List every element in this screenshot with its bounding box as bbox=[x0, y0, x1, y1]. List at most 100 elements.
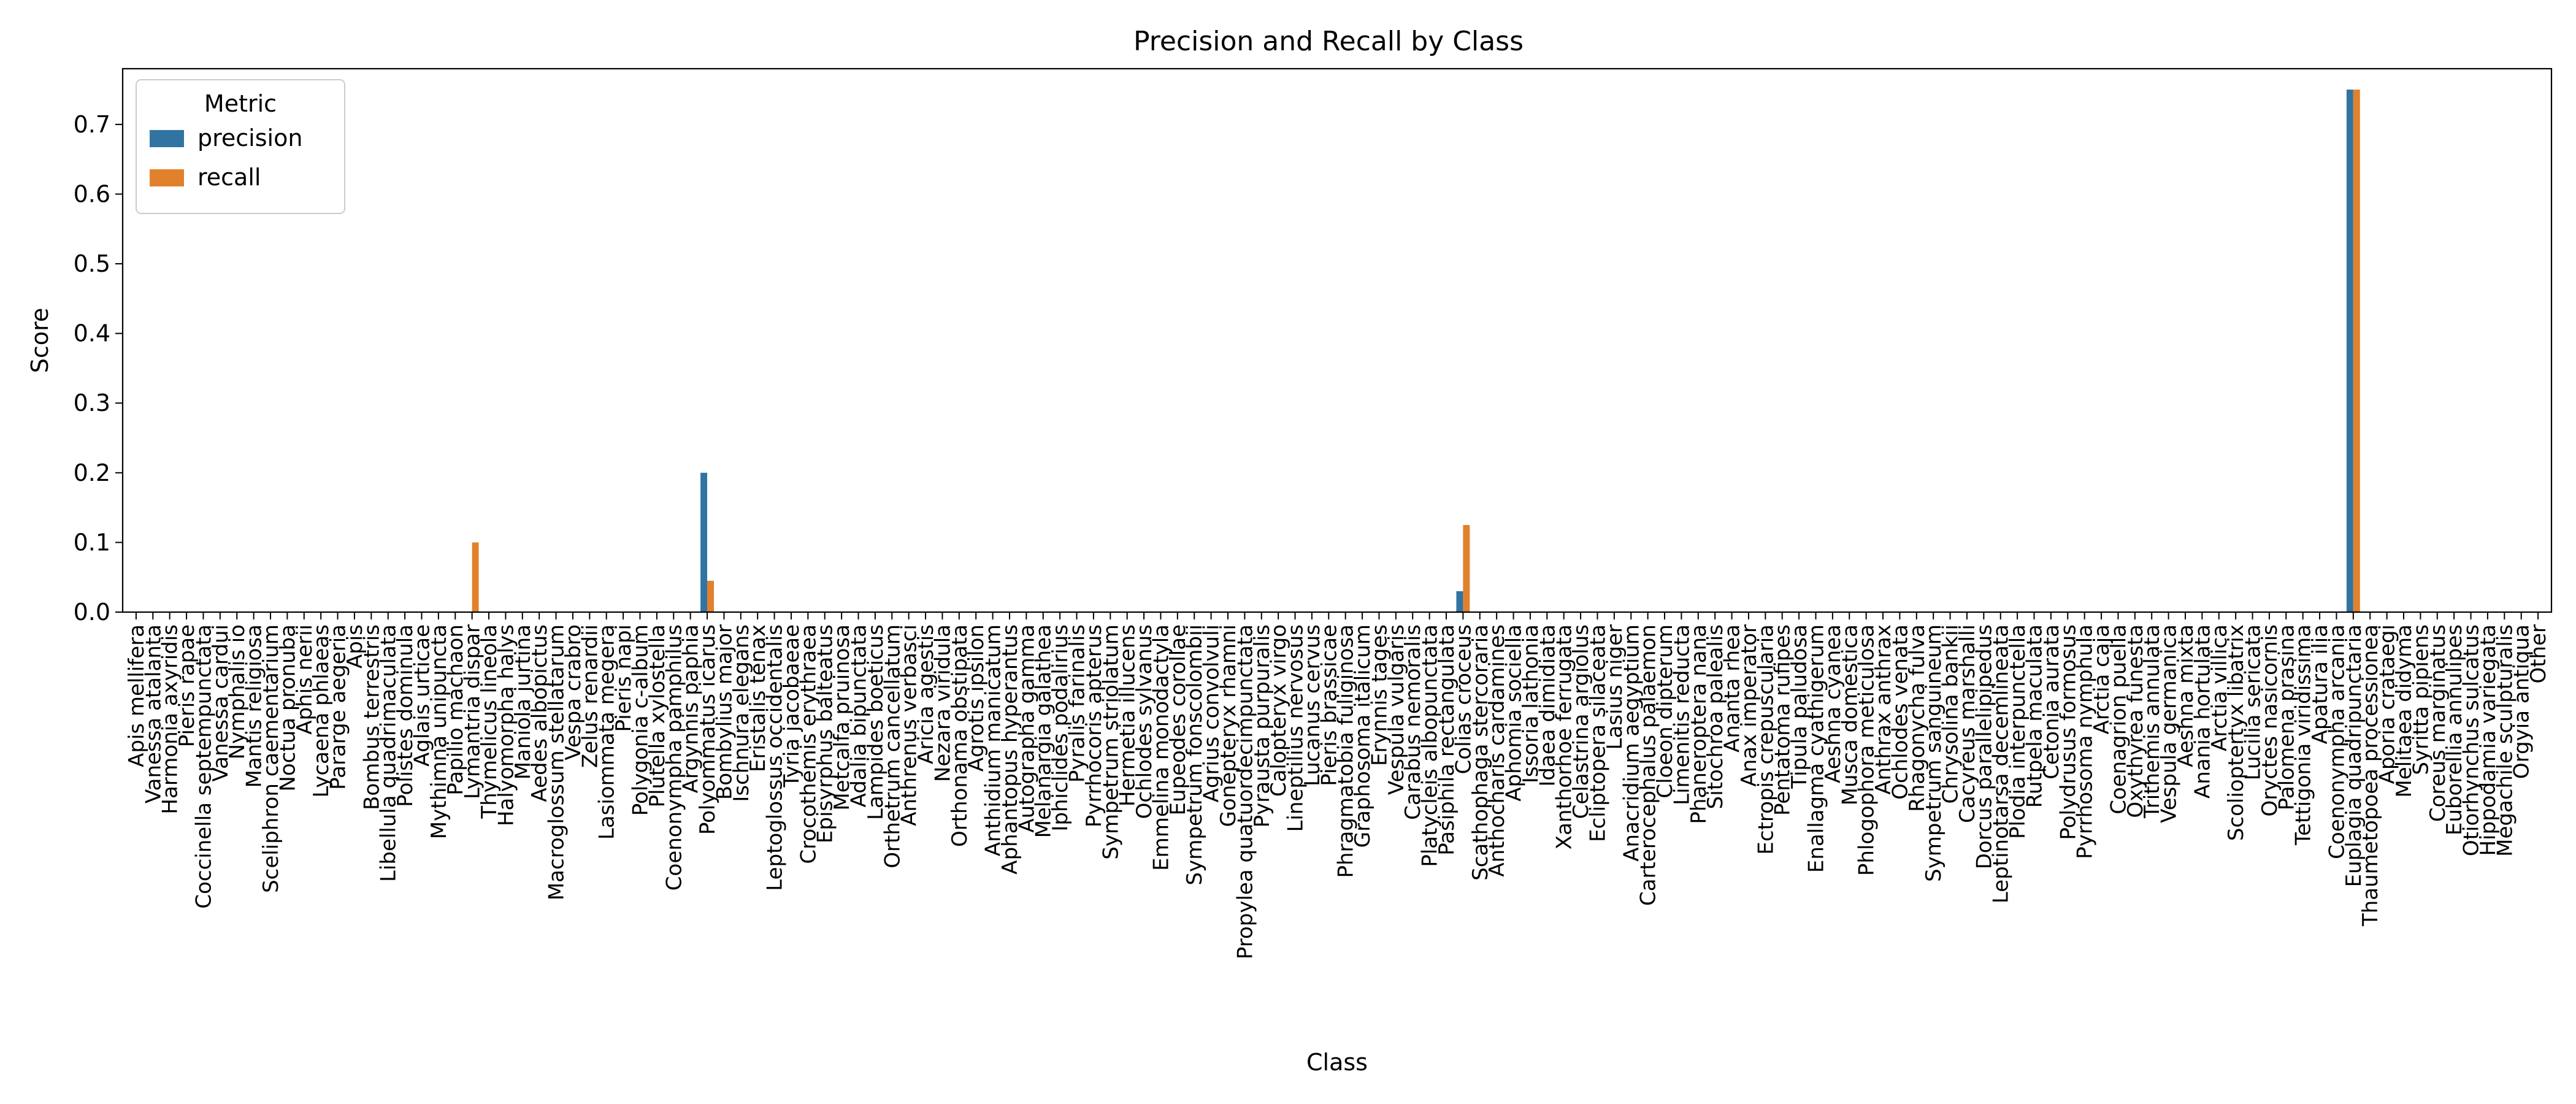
x-tick-label-anthidium-manicatum: Anthidium manicatum bbox=[981, 624, 1006, 856]
x-tick-label-euplagia-quadripunctaria: Euplagia quadripunctaria bbox=[2342, 624, 2366, 887]
x-tick-label-plutella-xylostella: Plutella xylostella bbox=[645, 624, 670, 807]
x-tick-label-pararge-aegeria: Pararge aegeria bbox=[326, 624, 351, 790]
x-tick-label-melitaea-didyma: Melitaea didyma bbox=[2392, 624, 2417, 798]
legend-label-precision: precision bbox=[197, 125, 302, 151]
bar-precision-euplagia-quadripunctaria bbox=[2346, 90, 2353, 613]
y-tick-label: 0.2 bbox=[74, 459, 110, 486]
x-tick-label-scolioptertyx-libatrix: Scolioptertyx libatrix bbox=[2224, 624, 2248, 841]
x-tick-label-cetonia-aurata: Cetonia aurata bbox=[2039, 624, 2064, 780]
x-tick-label-sympetrum-sanguineum: Sympetrum sanguineum bbox=[1922, 624, 1946, 882]
x-tick-label-coenonympha-arcania: Coenonympha arcania bbox=[2325, 624, 2349, 859]
x-tick-label-pyrrhocoris-apterus: Pyrrhocoris apterus bbox=[1082, 624, 1106, 827]
x-tick-label-ecliptopera-silaceata: Ecliptopera silaceata bbox=[1585, 624, 1610, 842]
x-tick-label-lymantria-dispar: Lymantria dispar bbox=[461, 624, 485, 799]
x-tick-label-aphis-nerii: Aphis nerii bbox=[293, 624, 317, 735]
x-tick-label-aeshna-cyanea: Aeshna cyanea bbox=[1821, 624, 1846, 783]
x-tick-label-sitochroa-palealis: Sitochroa palealis bbox=[1703, 624, 1728, 809]
x-tick-label-idaea-dimidiata: Idaea dimidiata bbox=[1535, 624, 1560, 787]
x-tick-label-halyomorpha-halys: Halyomorpha halys bbox=[494, 624, 518, 826]
x-tick-label-thymelicus-lineola: Thymelicus lineola bbox=[477, 624, 502, 819]
x-tick-label-colias-croceus: Colias croceus bbox=[1451, 624, 1476, 774]
x-tick-label-arctia-villica: Arctia villica bbox=[2207, 624, 2232, 751]
x-tick-label-oxythyrea-funesta: Oxythyrea funesta bbox=[2123, 624, 2148, 818]
x-tick-label-cacyreus-marshalli: Cacyreus marshalli bbox=[1955, 624, 1980, 823]
y-tick-label: 0.4 bbox=[74, 320, 110, 347]
y-tick-label: 0.3 bbox=[74, 389, 110, 416]
x-tick-label-melanargia-galathea: Melanargia galathea bbox=[1032, 624, 1056, 838]
x-tick-label-nezara-viridula: Nezara viridula bbox=[930, 624, 955, 782]
x-tick-label-other: Other bbox=[2526, 624, 2551, 684]
x-tick-label-rhagonycha-fulva: Rhagonycha fulva bbox=[1905, 624, 1930, 812]
x-tick-label-eristalis-tenax: Eristalis tenax bbox=[746, 624, 770, 772]
legend-box bbox=[136, 79, 345, 214]
x-tick-label-lucilia-sericata: Lucilia sericata bbox=[2241, 624, 2266, 780]
x-axis-label: Class bbox=[1306, 1049, 1368, 1076]
y-tick-label: 0.0 bbox=[74, 599, 110, 626]
x-tick-label-anthocharis-cardamines: Anthocharis cardamines bbox=[1485, 624, 1509, 877]
x-tick-label-episyrphus-balteatus: Episyrphus balteatus bbox=[813, 624, 838, 843]
x-tick-label-orthetrum-cancellatum: Orthetrum cancellatum bbox=[880, 624, 905, 868]
x-tick-label-mythimna-unipuncta: Mythimna unipuncta bbox=[427, 624, 451, 839]
x-tick-label-phlogophora-meticulosa: Phlogophora meticulosa bbox=[1855, 624, 1879, 876]
x-tick-label-aglais-urticae: Aglais urticae bbox=[410, 624, 434, 767]
x-tick-label-vespa-crabro: Vespa crabro bbox=[561, 624, 586, 761]
x-tick-label-coccinella-septempunctata: Coccinella septempunctata bbox=[191, 624, 216, 909]
x-tick-label-limenitis-reducta: Limenitis reducta bbox=[1669, 624, 1694, 805]
x-tick-label-papilio-machaon: Papilio machaon bbox=[443, 624, 468, 795]
x-tick-label-leptoglossus-occidentalis: Leptoglossus occidentalis bbox=[763, 624, 788, 891]
x-tick-label-carterocephalus-palaemon: Carterocephalus palaemon bbox=[1636, 624, 1661, 906]
x-tick-label-bombylius-major: Bombylius major bbox=[712, 624, 737, 800]
x-tick-label-pyralis-farinalis: Pyralis farinalis bbox=[1065, 624, 1090, 783]
x-tick-label-lampides-boeticus: Lampides boeticus bbox=[864, 624, 888, 820]
x-tick-label-palomena-prasina: Palomena prasina bbox=[2274, 624, 2299, 810]
legend-swatch-precision bbox=[150, 130, 184, 147]
x-tick-label-pieris-napi: Pieris napi bbox=[611, 624, 636, 732]
x-tick-label-arctia-caja: Arctia caja bbox=[2090, 624, 2114, 734]
bar-recall-colias-croceus bbox=[1463, 525, 1470, 612]
x-tick-label-musca-domestica: Musca domestica bbox=[1838, 624, 1862, 805]
x-tick-label-lasius-niger: Lasius niger bbox=[1603, 624, 1627, 750]
x-tick-label-apis-mellifera: Apis mellifera bbox=[125, 624, 149, 767]
x-tick-label-agrius-convolvuli: Agrius convolvuli bbox=[1200, 624, 1224, 802]
x-tick-label-aporia-crataegi: Aporia crataegi bbox=[2375, 624, 2400, 784]
y-axis-label: Score bbox=[26, 308, 53, 373]
x-tick-label-metcalfa-pruinosa: Metcalfa pruinosa bbox=[830, 624, 854, 811]
x-tick-label-lycaena-phlaeas: Lycaena phlaeas bbox=[309, 624, 334, 797]
x-tick-label-ochlodes-sylvanus: Ochlodes sylvanus bbox=[1132, 624, 1157, 819]
x-tick-label-vanessa-atalanta: Vanessa atalanta bbox=[141, 624, 166, 803]
x-tick-label-emmelina-monodactyla: Emmelina monodactyla bbox=[1149, 624, 1173, 871]
x-tick-label-issoria-lathonia: Issoria lathonia bbox=[1519, 624, 1543, 783]
bar-recall-lymantria-dispar bbox=[472, 542, 479, 612]
x-tick-label-lucanus-cervus: Lucanus cervus bbox=[1300, 624, 1325, 786]
x-tick-label-adalia-bipunctata: Adalia bipunctata bbox=[847, 624, 872, 807]
x-tick-label-apatura-ilia: Apatura ilia bbox=[2308, 624, 2333, 744]
x-tick-label-celastrina-argiolus: Celastrina argiolus bbox=[1569, 624, 1593, 819]
x-tick-label-gonepteryx-rhamni: Gonepteryx rhamni bbox=[1216, 624, 1241, 827]
x-tick-label-sympetrum-striolatum: Sympetrum striolatum bbox=[1098, 624, 1123, 860]
x-tick-label-syritta-pipiens: Syritta pipiens bbox=[2409, 624, 2433, 775]
x-tick-label-agrotis-ipsilon: Agrotis ipsilon bbox=[964, 624, 989, 772]
x-tick-label-lasiommata-megera: Lasiommata megera bbox=[595, 624, 619, 840]
x-tick-label-libellula-quadrimaculata: Libellula quadrimaculata bbox=[377, 624, 401, 882]
x-tick-label-leptinotarsa-decemlineata: Leptinotarsa decemlineata bbox=[1989, 624, 2014, 903]
x-tick-label-apis: Apis bbox=[343, 624, 367, 669]
x-tick-label-cloeon-dipterum: Cloeon dipterum bbox=[1653, 624, 1677, 799]
x-tick-label-ectropis-crepuscularia: Ectropis crepuscularia bbox=[1754, 624, 1778, 855]
x-tick-label-oryctes-nasicornis: Oryctes nasicornis bbox=[2258, 624, 2282, 816]
x-tick-label-trithemis-annulata: Trithemis annulata bbox=[2140, 624, 2164, 819]
x-tick-label-coenonympha-pamphilus: Coenonympha pamphilus bbox=[662, 624, 686, 891]
x-tick-label-thaumetopoea-processionea: Thaumetopoea processionea bbox=[2358, 624, 2383, 927]
x-tick-label-tipula-paludosa: Tipula paludosa bbox=[1787, 624, 1812, 789]
x-tick-label-aedes-albopictus: Aedes albopictus bbox=[527, 624, 552, 802]
x-tick-label-rutpela-maculata: Rutpela maculata bbox=[2023, 624, 2047, 808]
x-tick-label-scathophaga-stercoraria: Scathophaga stercoraria bbox=[1468, 624, 1493, 881]
x-tick-label-enallagma-cyathigerum: Enallagma cyathigerum bbox=[1804, 624, 1828, 873]
x-tick-label-aphomia-sociella: Aphomia sociella bbox=[1502, 624, 1527, 802]
y-tick-label: 0.7 bbox=[74, 111, 110, 138]
x-tick-label-propylea-quatuordecimpunctata: Propylea quatuordecimpunctata bbox=[1233, 624, 1257, 959]
y-tick-label: 0.5 bbox=[74, 250, 110, 277]
x-tick-label-anthrenus-verbasci: Anthrenus verbasci bbox=[897, 624, 922, 826]
